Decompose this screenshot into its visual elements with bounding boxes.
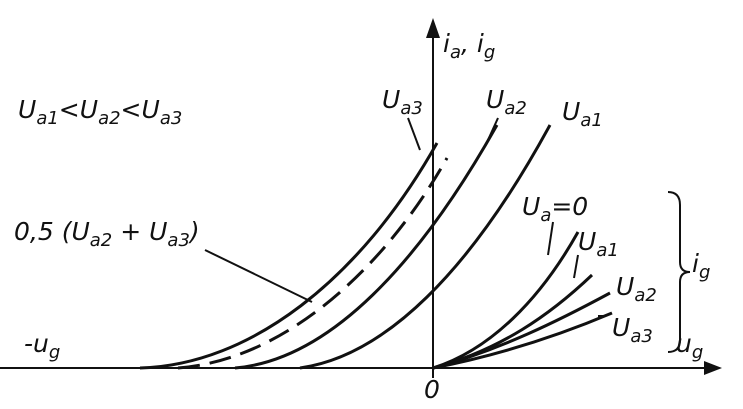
subscript: g <box>692 342 703 363</box>
leader <box>573 254 579 279</box>
symbol: U <box>149 217 167 246</box>
symbol: U <box>578 227 596 256</box>
symbol: U <box>18 95 36 124</box>
anode-label: Ua2 <box>486 85 527 119</box>
symbol: u <box>676 329 692 358</box>
close: ) <box>188 217 200 246</box>
symbol: U <box>612 313 630 342</box>
symbol: U <box>522 192 540 221</box>
relation: < <box>121 95 142 124</box>
relation: < <box>59 95 80 124</box>
symbol: U <box>562 97 580 126</box>
subscript: g <box>49 342 60 363</box>
subscript: g <box>484 42 495 63</box>
subscript: a1 <box>596 240 618 261</box>
anode-label: Ua3 <box>382 85 423 119</box>
negative-axis-label: -ug <box>24 329 60 363</box>
subscript: a2 <box>504 98 526 119</box>
subscript: a3 <box>400 98 422 119</box>
grid-curve-ua3 <box>432 311 613 370</box>
separator: , <box>461 29 477 58</box>
grid-label: Ua1 <box>578 227 619 261</box>
leader <box>487 117 499 141</box>
vertical-axis-label: ia, ig <box>443 29 495 63</box>
grid-label: Ua2 <box>616 272 657 306</box>
subscript: a1 <box>580 110 602 131</box>
subscript: a2 <box>98 108 120 129</box>
coefficient: 0,5 ( <box>14 217 73 246</box>
curve-ua3 <box>139 142 439 370</box>
grid-group-label: ig <box>692 249 710 283</box>
suffix: =0 <box>551 192 588 221</box>
subscript: a3 <box>167 230 189 251</box>
subscript: a2 <box>634 285 656 306</box>
horizontal-axis-label: ug <box>676 329 703 363</box>
condition: Ua1<Ua2<Ua3 <box>18 95 182 129</box>
axis-arrow <box>704 361 722 375</box>
brace <box>667 191 691 353</box>
symbol: U <box>616 272 634 301</box>
grid-curve-ua1 <box>432 273 594 370</box>
leader <box>547 221 554 256</box>
axis-arrow <box>426 18 440 38</box>
subscript: a1 <box>36 108 58 129</box>
origin-label: 0 <box>424 375 440 404</box>
subscript: a2 <box>90 230 112 251</box>
dashed-label: 0,5 (Ua2 + Ua3) <box>14 217 200 251</box>
grid-label: Ua=0 <box>522 192 588 226</box>
symbol: U <box>486 85 504 114</box>
curve-ua2 <box>234 124 499 370</box>
subscript: a3 <box>630 326 652 347</box>
anode-label: Ua1 <box>562 97 603 131</box>
symbol: U <box>382 85 400 114</box>
symbol: i <box>477 29 484 58</box>
grid-label: Ua3 <box>612 313 653 347</box>
subscript: a <box>540 205 551 226</box>
symbol: -u <box>24 329 49 358</box>
grid-curve-ua0 <box>432 231 580 370</box>
symbol: i <box>692 249 699 278</box>
subscript: a <box>450 42 461 63</box>
leader <box>204 249 313 303</box>
subscript: a3 <box>160 108 182 129</box>
curve-ua1 <box>299 124 552 370</box>
symbol: i <box>443 29 450 58</box>
symbol: U <box>80 95 98 124</box>
symbol: U <box>142 95 160 124</box>
curve-dashed <box>177 157 449 370</box>
operator: + <box>112 217 149 246</box>
leader <box>407 117 421 151</box>
symbol: U <box>71 217 89 246</box>
subscript: g <box>699 262 710 283</box>
grid-curve-ua2 <box>432 291 611 370</box>
